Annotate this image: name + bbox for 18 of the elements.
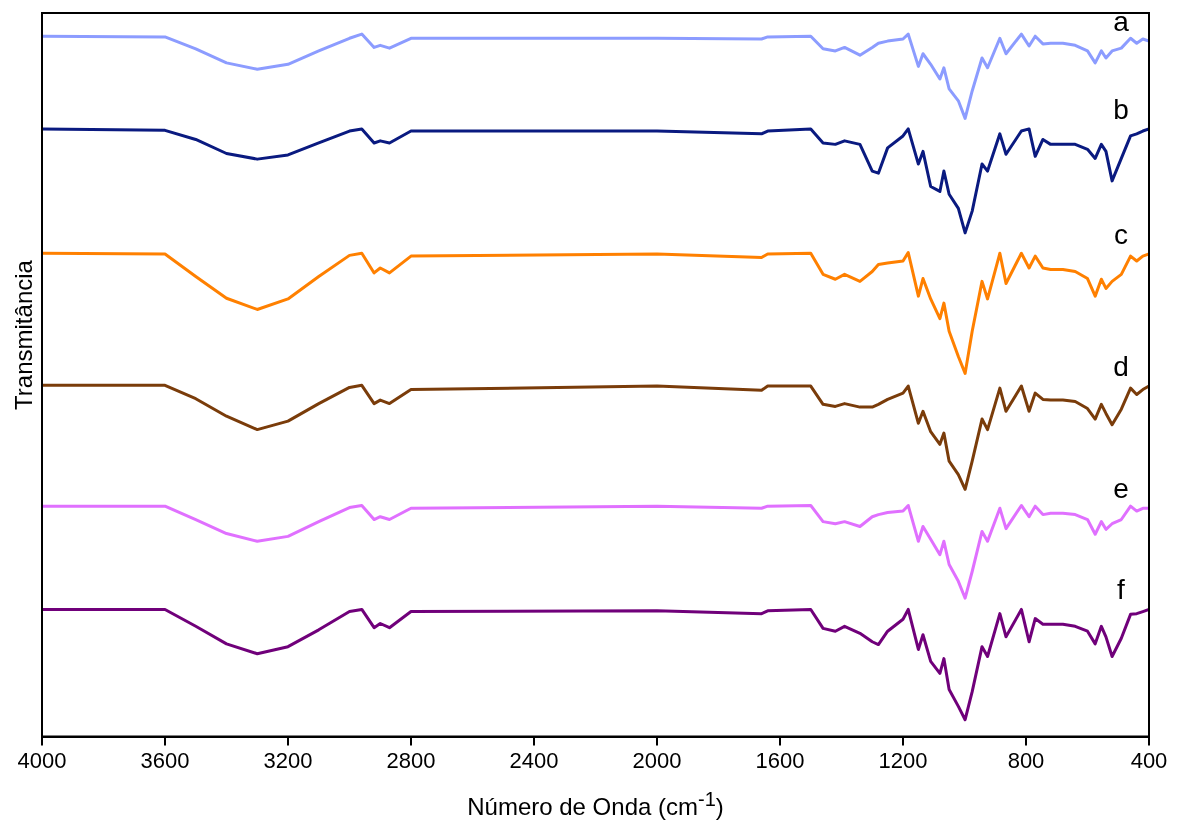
x-tick-label: 3200 xyxy=(263,747,313,773)
series-label: f xyxy=(1117,574,1126,606)
x-tick-label: 4000 xyxy=(17,747,67,773)
x-tick-label: 2800 xyxy=(386,747,436,773)
series-label: b xyxy=(1113,93,1129,125)
x-tick-label: 1600 xyxy=(755,747,805,773)
x-axis-title: Número de Onda (cm$^{-1}$) xyxy=(466,788,725,821)
x-tick-label: 400 xyxy=(1130,747,1168,773)
series-label: c xyxy=(1114,218,1128,250)
x-tick-label: 2000 xyxy=(632,747,682,773)
x-tick-label: 2400 xyxy=(509,747,559,773)
x-tick-label: 3600 xyxy=(140,747,190,773)
y-axis-title: Transmitância xyxy=(10,260,38,410)
series-label: a xyxy=(1113,5,1130,37)
series-label: e xyxy=(1113,473,1129,504)
x-tick-label: 1200 xyxy=(878,747,928,773)
series-label: d xyxy=(1113,350,1129,382)
x-tick-label: 800 xyxy=(1007,747,1045,773)
